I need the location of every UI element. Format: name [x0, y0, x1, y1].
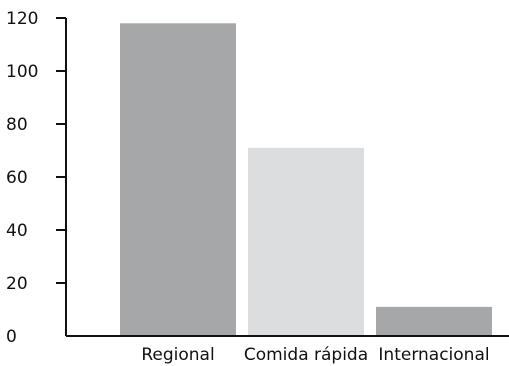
x-axis: Regional Comida rápida Internacional — [66, 335, 509, 365]
x-category-label: Regional — [141, 345, 214, 365]
y-tick-label: 100 — [6, 62, 38, 82]
y-tick-label: 80 — [6, 115, 28, 135]
y-tick-label: 60 — [6, 168, 28, 188]
y-tick-label: 0 — [6, 327, 17, 347]
x-category-label: Internacional — [378, 345, 489, 365]
y-axis: 0 20 40 60 80 100 120 — [6, 9, 67, 347]
bar — [248, 147, 364, 336]
y-tick-label: 120 — [6, 9, 38, 29]
bars — [120, 23, 492, 337]
x-category-label: Comida rápida — [244, 345, 368, 365]
y-tick-label: 20 — [6, 274, 28, 294]
bar — [120, 23, 236, 337]
y-tick-label: 40 — [6, 221, 28, 241]
bar — [376, 306, 492, 336]
